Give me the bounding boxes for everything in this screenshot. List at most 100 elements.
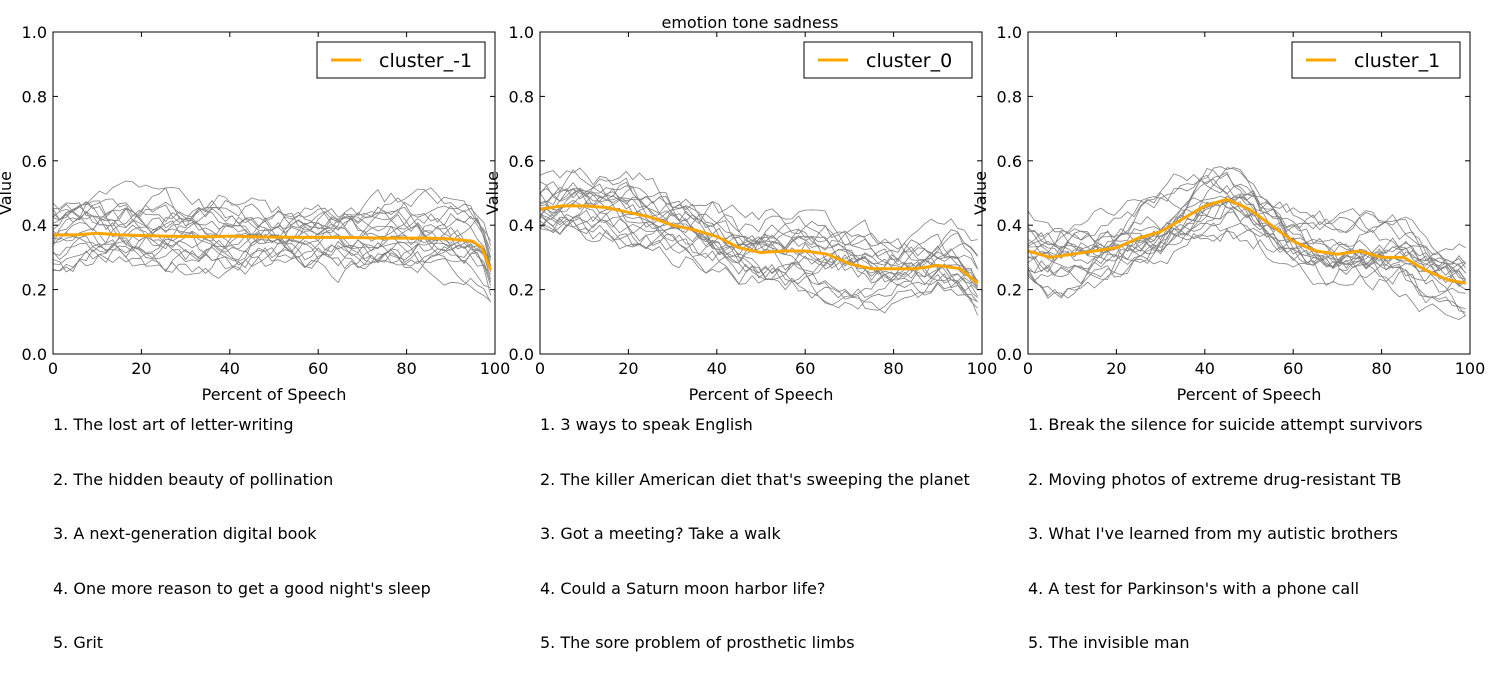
talk-title: 3. A next-generation digital book [53, 524, 317, 543]
y-tick-label: 0.6 [22, 152, 47, 171]
series-line-cluster_1 [1028, 197, 1466, 285]
sample-line [540, 188, 978, 280]
sample-line [1028, 168, 1466, 280]
sample-line [540, 220, 978, 306]
sample-line [53, 187, 491, 267]
sample-line [53, 235, 491, 302]
talk-title: 2. The killer American diet that's sweep… [540, 469, 970, 489]
x-tick-label: 60 [308, 359, 328, 378]
talk-title: 4. One more reason to get a good night's… [53, 578, 431, 598]
talk-title: 1. Break the silence for suicide attempt… [1028, 415, 1423, 434]
y-tick-label: 0.8 [997, 87, 1022, 106]
sample-line [53, 239, 491, 303]
x-tick-label: 60 [795, 359, 815, 378]
sample-line [1028, 196, 1466, 291]
x-tick-label: 100 [480, 359, 511, 378]
panel-0: 0 20 40 60 80 100 0.0 0.2 0.4 0.6 0.8 1.0 Percent of… [0, 23, 510, 404]
x-tick-label: 100 [967, 359, 998, 378]
sample-line [1028, 206, 1466, 298]
sample-line [53, 204, 491, 267]
figure-title: emotion tone sadness [661, 13, 838, 32]
y-tick-label: 0.0 [509, 345, 534, 364]
sample-line [53, 180, 491, 251]
talk-title: 2. Moving photos of extreme drug-resista… [1028, 469, 1402, 489]
legend: cluster_0 [803, 41, 973, 79]
sample-lines [1028, 166, 1466, 321]
sample-line [540, 167, 978, 257]
y-tick-label: 0.4 [22, 216, 47, 235]
sample-line [1028, 230, 1466, 321]
sample-line [1028, 167, 1466, 274]
sample-line [540, 183, 978, 287]
sample-line [53, 187, 491, 246]
sample-lines [540, 167, 978, 316]
y-tick-label: 0.4 [997, 216, 1022, 235]
y-tick-label: 0.8 [509, 87, 534, 106]
talk-title: 3. What I've learned from my autistic br… [1028, 524, 1399, 543]
y-axis-label: Value [483, 171, 502, 215]
y-tick-label: 1.0 [509, 23, 534, 42]
x-tick-label: 0 [48, 359, 58, 378]
x-axis-label: Percent of Speech [689, 385, 834, 404]
sample-line [53, 188, 491, 241]
talk-title: 5. The invisible man [1028, 633, 1190, 652]
sample-line [53, 202, 491, 266]
x-tick-label: 100 [1455, 359, 1486, 378]
sample-line [53, 224, 491, 283]
panel-2: 0 20 40 60 80 100 0.0 0.2 0.4 0.6 0.8 1.0 Percent of… [971, 23, 1485, 404]
x-tick-label: 0 [1023, 359, 1033, 378]
x-tick-label: 60 [1283, 359, 1303, 378]
talk-title: 2. The hidden beauty of pollination [53, 469, 334, 489]
legend-label: cluster_0 [866, 50, 952, 72]
plot-frame [1027, 31, 1471, 355]
sample-line [540, 184, 978, 282]
y-tick-label: 0.6 [997, 152, 1022, 171]
x-axis-label: Percent of Speech [1177, 385, 1322, 404]
sample-line [1028, 183, 1466, 290]
y-tick-label: 0.4 [509, 216, 534, 235]
x-tick-label: 20 [131, 359, 151, 378]
y-tick-label: 0.6 [509, 152, 534, 171]
talk-title: 3. Got a meeting? Take a walk [540, 524, 781, 543]
x-axis-label: Percent of Speech [202, 385, 347, 404]
sample-lines [53, 180, 491, 303]
talk-title: 1. The lost art of letter-writing [53, 415, 294, 434]
x-tick-label: 20 [1106, 359, 1126, 378]
y-tick-label: 1.0 [22, 23, 47, 42]
sample-line [540, 186, 978, 297]
plot-frame [539, 31, 983, 355]
y-tick-label: 0.0 [22, 345, 47, 364]
y-axis-label: Value [0, 171, 15, 215]
sample-line [540, 216, 978, 303]
sample-line [1028, 166, 1466, 269]
legend: cluster_1 [1291, 41, 1461, 79]
sample-line [540, 215, 978, 289]
talk-title: 1. 3 ways to speak English [540, 415, 753, 434]
x-tick-label: 40 [707, 359, 727, 378]
sample-line [540, 199, 978, 314]
legend: cluster_-1 [316, 41, 486, 79]
y-tick-label: 0.0 [997, 345, 1022, 364]
sample-line [540, 207, 978, 311]
series-line-cluster_0 [540, 204, 979, 285]
x-tick-label: 80 [883, 359, 903, 378]
legend-label: cluster_-1 [379, 50, 472, 72]
sample-line [1028, 196, 1466, 294]
y-tick-label: 1.0 [997, 23, 1022, 42]
talk-title: 4. Could a Saturn moon harbor life? [540, 578, 826, 598]
sample-line [53, 235, 491, 280]
x-tick-label: 40 [1195, 359, 1215, 378]
x-tick-label: 80 [1371, 359, 1391, 378]
x-tick-label: 20 [618, 359, 638, 378]
y-tick-label: 0.8 [22, 87, 47, 106]
sample-line [1028, 178, 1466, 287]
x-tick-label: 40 [220, 359, 240, 378]
y-tick-label: 0.2 [997, 281, 1022, 300]
sample-line [1028, 222, 1466, 317]
sample-line [1028, 227, 1466, 310]
y-tick-label: 0.2 [22, 281, 47, 300]
sample-line [540, 169, 978, 263]
plot-frame [52, 31, 496, 355]
